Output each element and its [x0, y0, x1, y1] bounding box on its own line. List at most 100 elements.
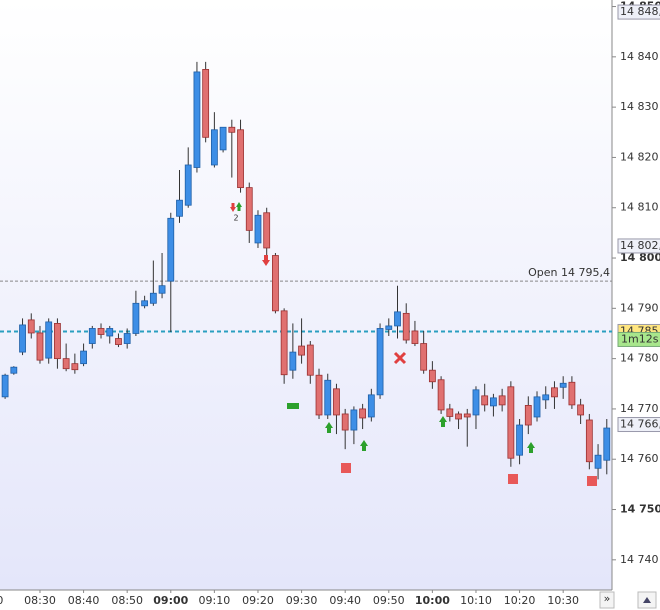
x-tick-label: 08:30 [24, 594, 56, 607]
sell-arrow [262, 255, 270, 266]
price-tag-box [617, 417, 660, 433]
candle-body [193, 71, 201, 168]
candle-body [184, 164, 192, 206]
candle-body [167, 217, 175, 282]
candle-body [237, 129, 244, 189]
candle-body [594, 454, 602, 469]
candle-body [1, 374, 9, 398]
candle-body [149, 292, 157, 304]
candle-body [350, 409, 358, 431]
candle-body [516, 424, 523, 456]
price-tag-box [617, 4, 660, 20]
signals: 2 [230, 202, 597, 486]
candle-body [19, 324, 26, 353]
entry-bar [287, 403, 299, 409]
scroll-button-label[interactable]: » [604, 592, 611, 605]
candle-body [577, 404, 585, 416]
candle-body [123, 333, 131, 344]
x-tick-label: 08:50 [111, 594, 143, 607]
candle-body [80, 350, 87, 365]
candle-body [551, 387, 558, 398]
candle-body [585, 419, 593, 463]
candle-body [10, 366, 18, 374]
candle-body [202, 69, 210, 138]
buy-arrow [236, 202, 242, 211]
y-tick-label: 14 820 [620, 150, 659, 163]
candle-body [71, 363, 79, 371]
candle-body [559, 382, 567, 388]
candle-body [437, 379, 445, 411]
time-axis [0, 590, 612, 610]
candle-body [463, 413, 471, 418]
candle-body [54, 323, 61, 360]
candle-body [359, 408, 367, 419]
x-tick-label: 10:20 [504, 594, 536, 607]
candle-body [263, 212, 271, 249]
x-tick-label: 09:50 [373, 594, 405, 607]
buy-arrow [325, 422, 333, 433]
y-tick-label: 14 840 [620, 50, 659, 63]
candle-body [36, 332, 44, 361]
candle-body [472, 389, 480, 416]
candle-body [97, 328, 105, 335]
candle-body [481, 395, 489, 406]
x-tick-label: 09:30 [286, 594, 318, 607]
candle-body [507, 386, 515, 459]
x-tick-label: 10:30 [547, 594, 579, 607]
scroll-button[interactable] [599, 591, 615, 609]
x-tick-label: 20 [0, 594, 3, 607]
candle-body [289, 351, 297, 371]
candle-body [333, 388, 340, 416]
candle-body [568, 381, 576, 406]
candle-body [385, 325, 393, 330]
candle-body [490, 397, 497, 407]
candle-body [542, 394, 550, 401]
y-tick-label: 14 800 [620, 251, 660, 264]
candle-body [27, 319, 35, 334]
countdown-box [617, 331, 660, 347]
signal-count: 2 [233, 214, 238, 223]
candle-body [228, 126, 236, 133]
candle-body [210, 129, 218, 166]
candle-body [533, 396, 541, 418]
x-tick-label: 09:40 [329, 594, 361, 607]
candle-body [62, 358, 70, 370]
price-tag: 14 766,9 [620, 418, 660, 431]
price-tag: 14 802,4 [620, 239, 660, 252]
exit-square [341, 463, 351, 473]
exit-square [508, 474, 518, 484]
price-tag: 14 848,9 [620, 5, 660, 18]
candle-body [498, 395, 506, 406]
y-tick-label: 14 830 [620, 100, 659, 113]
y-tick-label: 14 780 [620, 352, 659, 365]
buy-arrow [527, 442, 535, 453]
candle-body [115, 338, 122, 345]
y-tick-label: 14 810 [620, 201, 659, 214]
buy-arrow [439, 416, 447, 427]
open-label: Open 14 795,4 [528, 266, 610, 279]
x-tick-label: 09:00 [153, 594, 188, 607]
candle-body [272, 255, 279, 312]
price-axis [612, 0, 660, 610]
buy-arrow [360, 440, 368, 451]
candle-body [341, 413, 349, 431]
candle-body [324, 379, 332, 416]
price-tag-box [617, 238, 660, 254]
candle-body [306, 344, 314, 376]
x-tick-label: 10:10 [460, 594, 492, 607]
y-tick-label: 14 760 [620, 452, 659, 465]
candle-body [45, 321, 53, 359]
x-tick-label: 08:40 [68, 594, 100, 607]
candle-body [455, 413, 462, 420]
candle-body [245, 187, 253, 231]
sell-arrow [230, 203, 236, 212]
y-tick-label: 14 770 [620, 402, 659, 415]
candle-body [376, 328, 384, 396]
candle-body [402, 312, 410, 341]
candle-body [254, 214, 262, 244]
candle-body [446, 408, 454, 417]
countdown: 1m12s [621, 332, 659, 345]
x-tick-label: 09:20 [242, 594, 274, 607]
y-tick-label: 14 740 [620, 553, 659, 566]
